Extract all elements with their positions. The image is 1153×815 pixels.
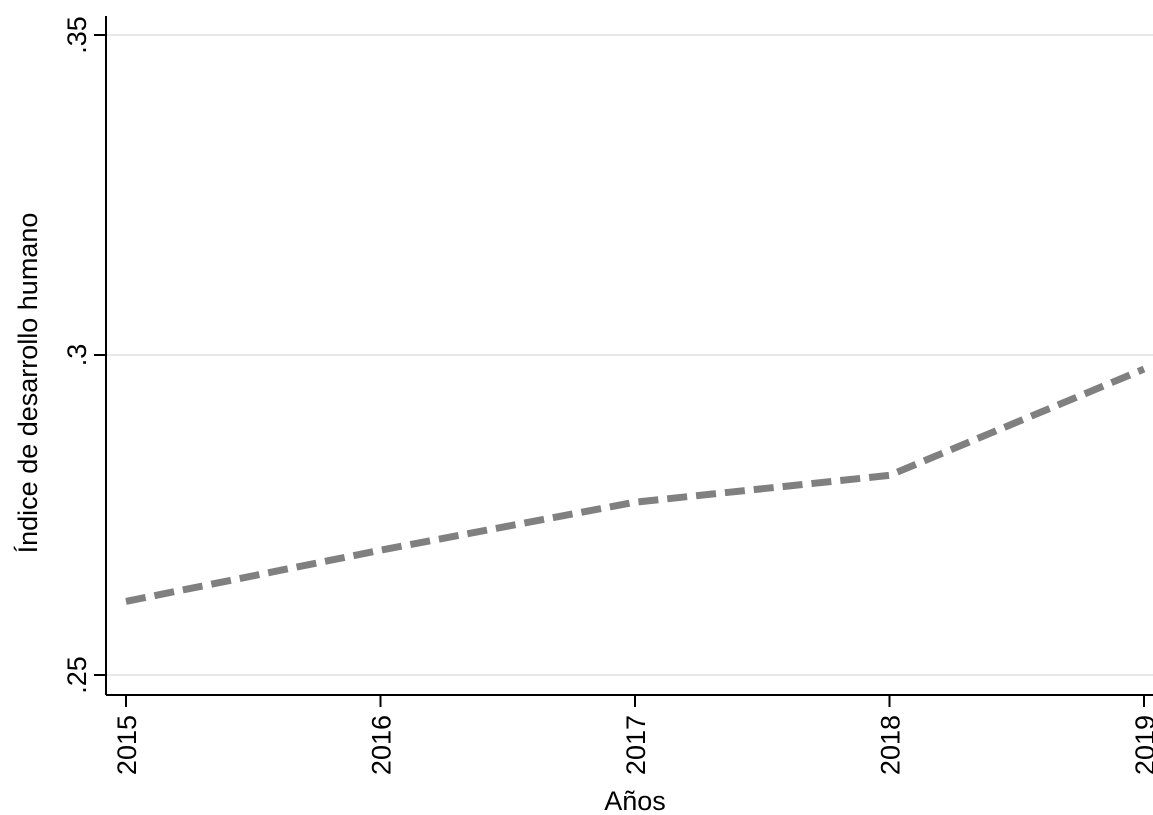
x-axis-title: Años — [604, 786, 666, 815]
x-tick-label: 2017 — [621, 715, 651, 775]
x-tick-label: 2015 — [112, 715, 142, 775]
series-line — [125, 365, 1146, 605]
grid-lines — [106, 34, 1153, 676]
x-tick-label: 2016 — [367, 715, 397, 775]
x-ticks: 2015 2016 2017 2018 2019 — [112, 695, 1153, 775]
y-tick-label: .25 — [62, 656, 92, 694]
x-tick-label: 2019 — [1130, 715, 1153, 775]
y-tick-label: .3 — [62, 344, 92, 367]
y-tick-label: .35 — [62, 16, 92, 54]
x-tick-label: 2018 — [876, 715, 906, 775]
series-layer — [125, 365, 1146, 605]
y-axis-title: Índice de desarrollo humano — [13, 213, 43, 554]
y-ticks: .25 .3 .35 — [62, 16, 106, 694]
